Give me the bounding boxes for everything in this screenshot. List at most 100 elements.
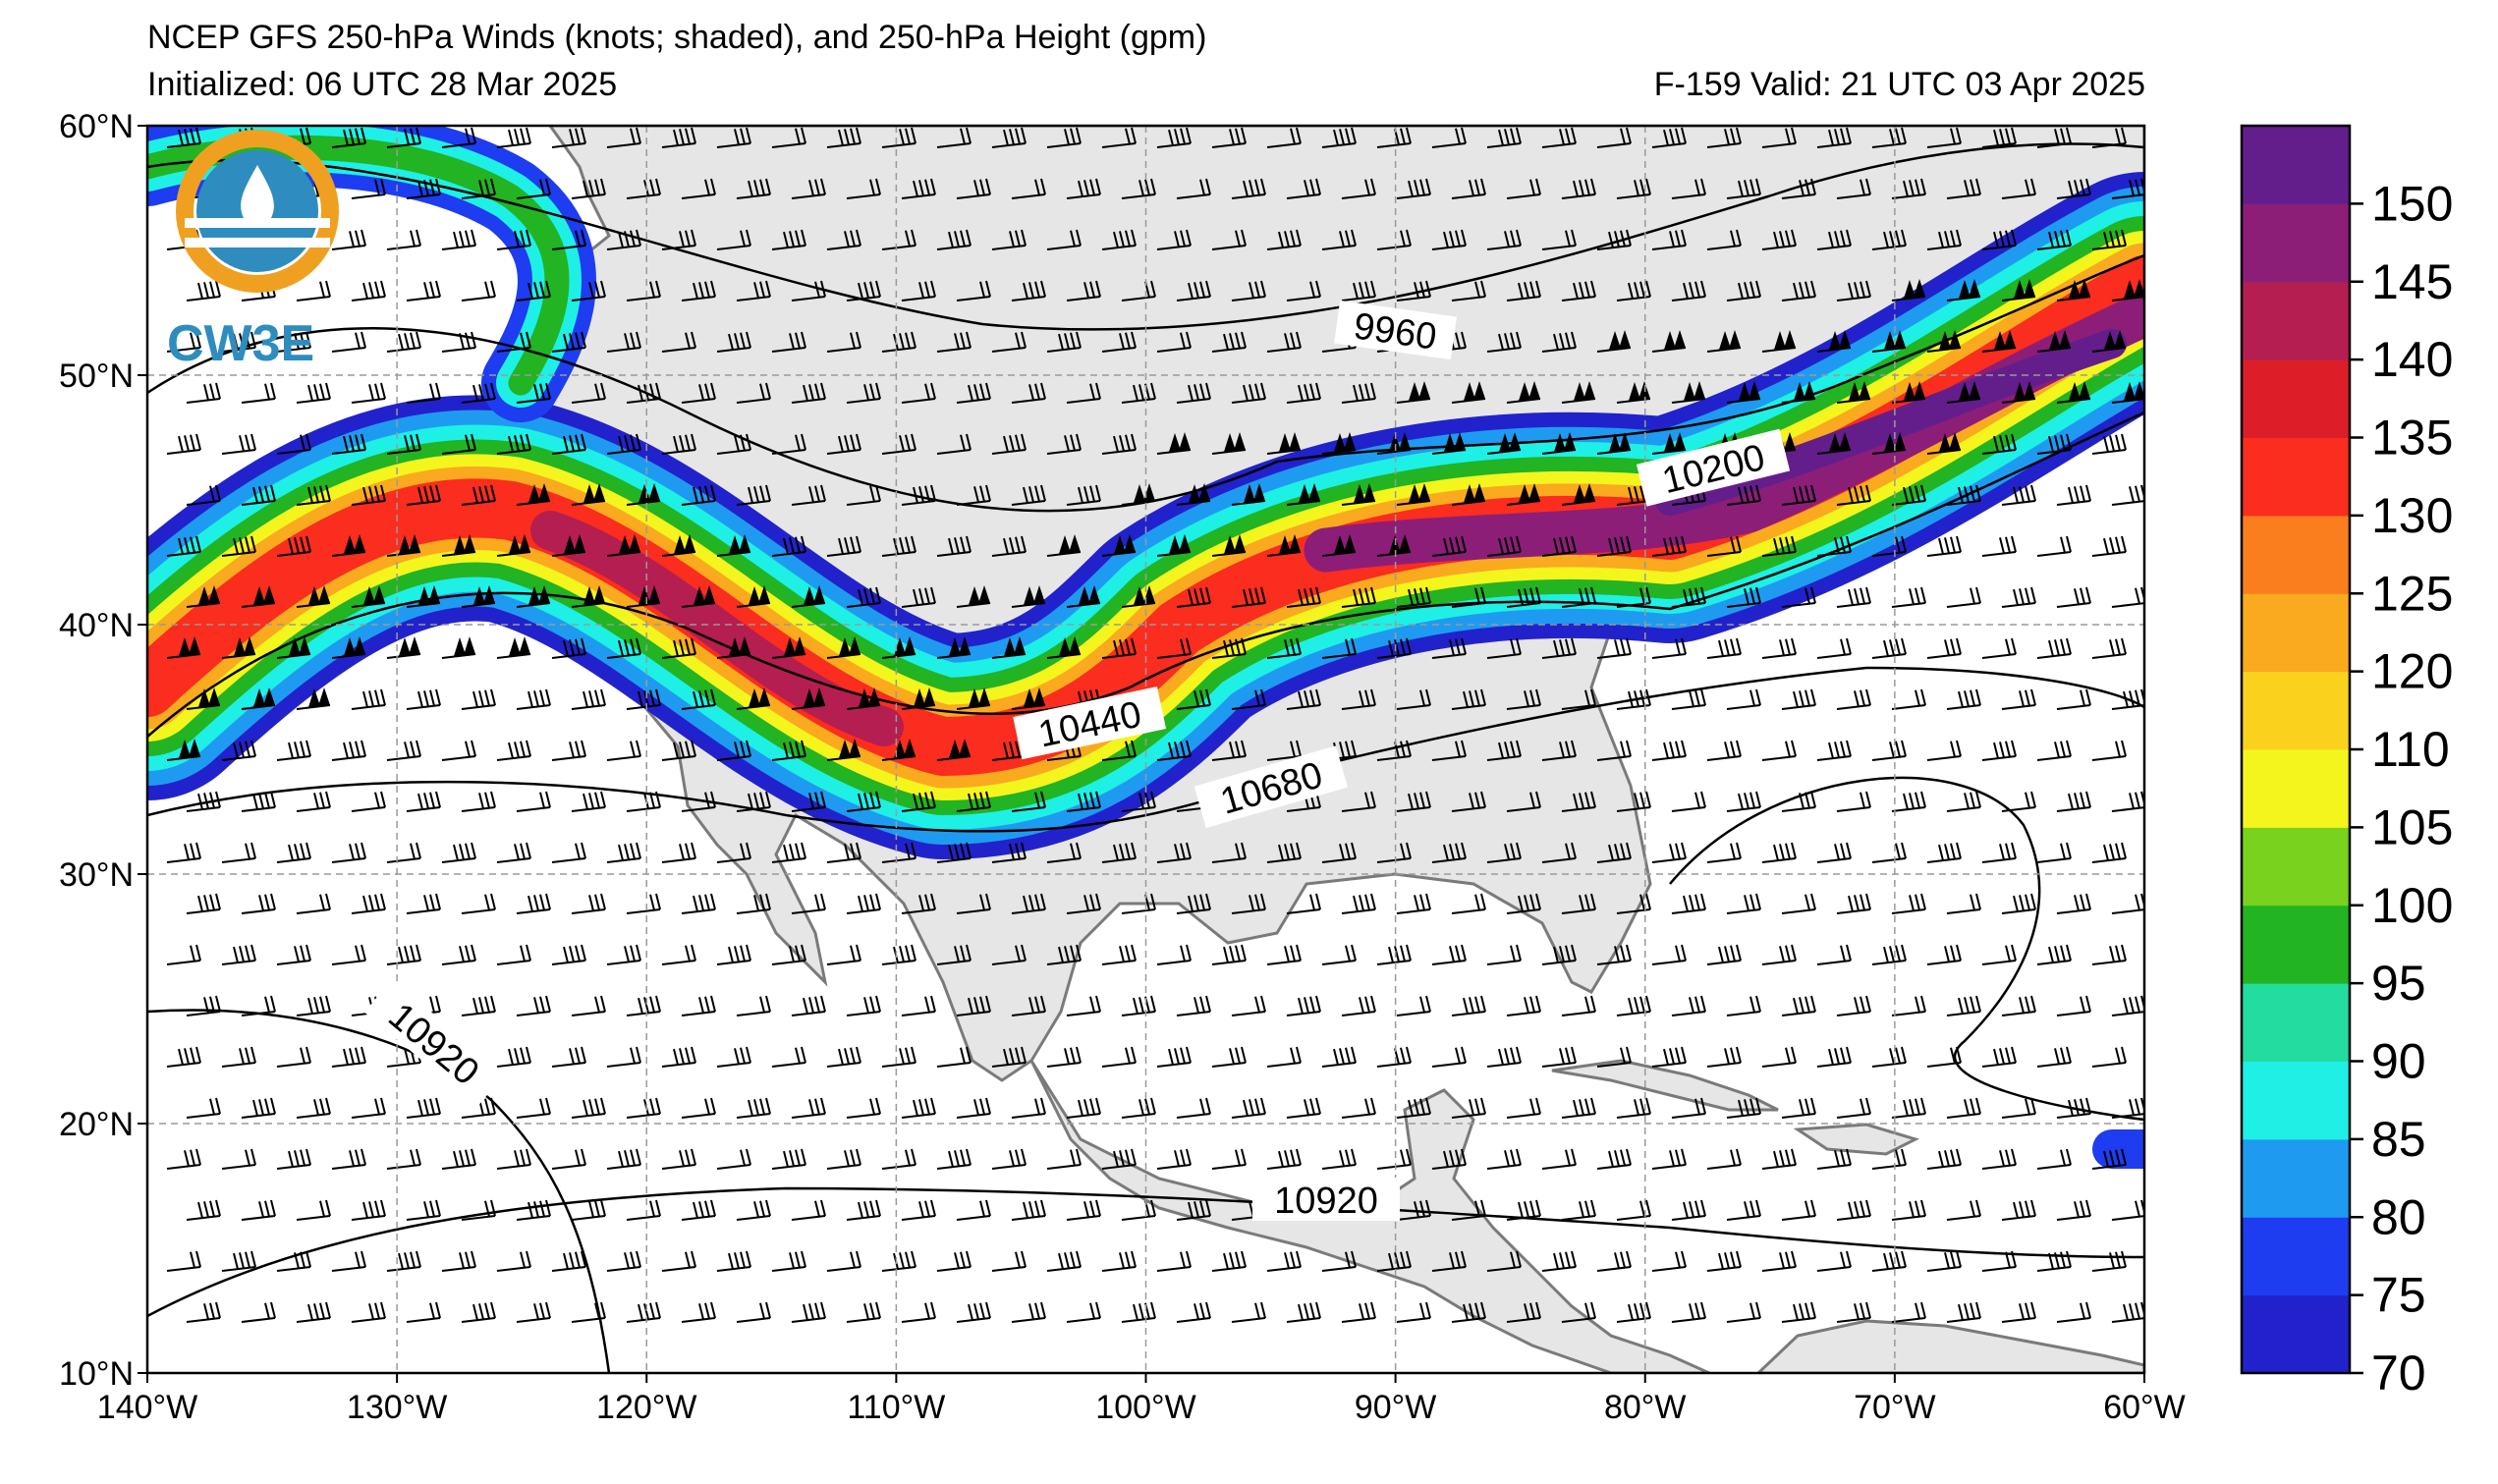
wind-barb — [1011, 687, 1046, 710]
wind-barb — [1066, 791, 1101, 812]
wind-barb — [496, 127, 531, 148]
wind-barb — [441, 331, 476, 353]
wind-barb — [331, 636, 366, 659]
wind-barb — [296, 280, 331, 302]
wind-barb — [956, 178, 991, 199]
wind-barb — [351, 791, 386, 812]
wind-barb — [516, 585, 551, 608]
hispaniola-island — [1793, 1123, 1920, 1156]
wind-barb — [186, 995, 221, 1017]
wind-barb — [2056, 279, 2091, 302]
wind-barb — [956, 1199, 991, 1221]
wind-barb — [1431, 842, 1467, 863]
wind-barb — [771, 535, 806, 557]
wind-barb — [1266, 331, 1302, 353]
wind-barb — [1891, 1097, 1926, 1119]
wind-barb — [956, 280, 991, 302]
wind-barb — [166, 127, 201, 148]
wind-barb — [1616, 1097, 1651, 1119]
wind-barb — [461, 893, 496, 914]
wind-barb — [1726, 1097, 1761, 1119]
wind-barb — [991, 1250, 1027, 1272]
wind-barb — [2056, 586, 2091, 608]
wind-barb — [1781, 484, 1816, 506]
wind-barb — [441, 944, 476, 965]
wind-barb — [826, 1148, 861, 1170]
wind-barb — [1431, 535, 1467, 557]
wind-barb — [186, 585, 221, 608]
wind-barb — [606, 229, 641, 250]
wind-barb — [1046, 331, 1082, 353]
wind-barb — [1816, 637, 1852, 659]
wind-barb — [1231, 586, 1266, 608]
wind-barb — [1451, 1097, 1486, 1119]
wind-barb — [441, 1250, 476, 1272]
wind-barb — [1946, 381, 1981, 404]
wind-barb — [1101, 637, 1137, 659]
wind-barb — [1871, 842, 1907, 863]
wind-barb — [221, 433, 256, 455]
wind-barbs — [166, 127, 2144, 1323]
wind-barb — [1506, 483, 1541, 506]
wind-barb — [791, 484, 826, 506]
wind-barb — [351, 280, 386, 302]
wind-barb — [661, 842, 696, 863]
wind-barb — [1011, 280, 1046, 302]
wind-barb — [571, 178, 606, 199]
wind-barb — [516, 178, 551, 199]
wind-barb — [1211, 127, 1247, 148]
wind-barb — [2001, 1301, 2036, 1323]
wind-barb — [1266, 842, 1302, 863]
wind-barb — [1211, 740, 1247, 761]
wind-barb — [1156, 637, 1192, 659]
colorbar-tick-label: 95 — [2371, 956, 2426, 1011]
wind-barb — [1341, 382, 1376, 404]
wind-barb — [791, 382, 826, 404]
wind-barb — [606, 740, 641, 761]
wind-barb — [241, 1301, 276, 1323]
wind-barb — [166, 944, 201, 965]
lat-tick-label: 20°N — [59, 1106, 134, 1143]
wind-barb — [516, 688, 551, 710]
wind-barb — [166, 636, 201, 659]
wind-barb — [1596, 637, 1632, 659]
wind-barb — [661, 331, 696, 353]
wind-barb — [606, 127, 641, 148]
wind-barb — [1266, 1148, 1302, 1170]
wind-barb — [1396, 1097, 1431, 1119]
wind-barb — [2091, 944, 2127, 965]
wind-barb — [1836, 995, 1871, 1017]
wind-barb — [1981, 535, 2017, 557]
wind-barb — [1816, 842, 1852, 863]
wind-barb — [1341, 995, 1376, 1017]
wind-barb — [956, 995, 991, 1017]
wind-barb — [1266, 127, 1302, 148]
wind-barb — [936, 1046, 971, 1068]
wind-barb — [1011, 1199, 1046, 1221]
wind-barb — [1431, 944, 1467, 965]
wind-barb — [296, 995, 331, 1017]
wind-barb — [331, 1148, 366, 1170]
wind-barb — [1451, 483, 1486, 506]
wind-barb — [1671, 1199, 1706, 1221]
wind-barb — [901, 280, 936, 302]
wind-barb — [1761, 1250, 1797, 1272]
wind-barb — [1506, 280, 1541, 302]
wind-barb — [1046, 1250, 1082, 1272]
wind-barb — [2091, 127, 2127, 148]
wind-barb — [736, 484, 771, 506]
wind-barb — [1836, 893, 1871, 914]
wind-barb — [2056, 1199, 2091, 1221]
wind-barb — [516, 1199, 551, 1221]
wind-barb — [1596, 740, 1632, 761]
wind-barb — [1726, 1199, 1761, 1221]
wind-barb — [681, 280, 716, 302]
wind-barb — [406, 791, 441, 812]
wind-barb — [1176, 586, 1211, 608]
wind-barb — [1781, 791, 1816, 812]
wind-barb — [386, 842, 421, 863]
wind-barb — [1396, 586, 1431, 608]
wind-barb — [1211, 842, 1247, 863]
wind-barb — [1011, 382, 1046, 404]
contour-10920-south — [147, 1186, 2144, 1318]
